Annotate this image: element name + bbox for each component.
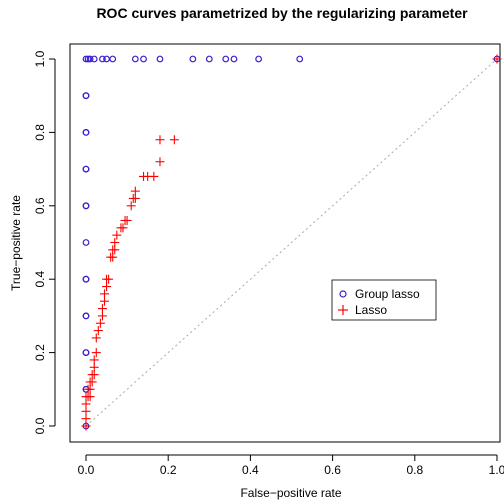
group-lasso-point	[222, 55, 230, 63]
lasso-point	[130, 193, 140, 203]
lasso-point	[91, 333, 101, 343]
group-lasso-point	[156, 55, 164, 63]
group-lasso-point	[90, 55, 98, 63]
group-lasso-point	[131, 55, 139, 63]
lasso-point	[97, 304, 107, 314]
group-lasso-point	[255, 55, 263, 63]
group-lasso-point	[189, 55, 197, 63]
chart-title: ROC curves parametrized by the regulariz…	[96, 5, 468, 21]
x-tick-label: 0.6	[324, 463, 341, 477]
reference-diagonal-line	[85, 58, 498, 427]
lasso-point	[89, 355, 99, 365]
group-lasso-point	[82, 128, 90, 136]
legend-box	[331, 279, 437, 321]
y-tick-label: 1.0	[33, 50, 47, 67]
lasso-point	[155, 157, 165, 167]
group-lasso-point	[109, 55, 117, 63]
lasso-point	[93, 326, 103, 336]
lasso-point	[122, 215, 132, 225]
lasso-point	[169, 135, 179, 145]
group-lasso-point	[82, 239, 90, 246]
y-tick-label: 0.6	[33, 197, 47, 214]
group-lasso-point	[296, 55, 304, 63]
group-lasso-point	[82, 349, 90, 357]
x-tick-label: 0.8	[406, 463, 423, 477]
lasso-point	[492, 54, 502, 64]
y-axis-label: True−positive rate	[9, 195, 23, 291]
legend-label-lasso: Lasso	[355, 303, 387, 317]
legend: Group lasso Lasso	[331, 279, 437, 321]
group-lasso-point	[82, 202, 90, 210]
lasso-point	[95, 318, 105, 328]
y-tick-label: 0.4	[33, 271, 47, 288]
lasso-point	[155, 135, 165, 145]
x-tick-label: 0.4	[242, 463, 259, 477]
plot-frame	[69, 43, 501, 443]
legend-marker-group-lasso	[339, 290, 347, 298]
lasso-point	[126, 201, 136, 211]
group-lasso-point	[205, 55, 213, 63]
group-lasso-point	[99, 55, 106, 63]
lasso-point	[110, 238, 120, 247]
x-tick-label: 0.2	[160, 463, 177, 477]
lasso-point	[104, 274, 114, 284]
x-axis-label: False−positive rate	[240, 486, 341, 500]
group-lasso-point	[86, 55, 94, 63]
lasso-point	[99, 289, 109, 299]
group-lasso-point	[230, 55, 238, 63]
group-lasso-point	[82, 92, 90, 100]
x-tick-label: 1.0	[489, 463, 504, 477]
legend-marker-lasso	[338, 305, 348, 315]
group-lasso-point	[103, 55, 110, 63]
group-lasso-point	[82, 275, 90, 283]
y-tick-label: 0.2	[33, 344, 47, 361]
group-lasso-point	[82, 312, 90, 320]
group-lasso-point	[82, 55, 90, 63]
lasso-point	[112, 230, 122, 240]
x-tick-label: 0.0	[78, 463, 95, 477]
lasso-point	[149, 171, 159, 181]
lasso-point	[91, 348, 101, 358]
y-tick-label: 0.0	[33, 417, 47, 434]
group-lasso-point	[140, 55, 147, 63]
y-tick-label: 0.8	[33, 124, 47, 141]
lasso-point	[118, 223, 128, 233]
group-lasso-point	[82, 165, 90, 173]
legend-label-group-lasso: Group lasso	[355, 287, 420, 301]
